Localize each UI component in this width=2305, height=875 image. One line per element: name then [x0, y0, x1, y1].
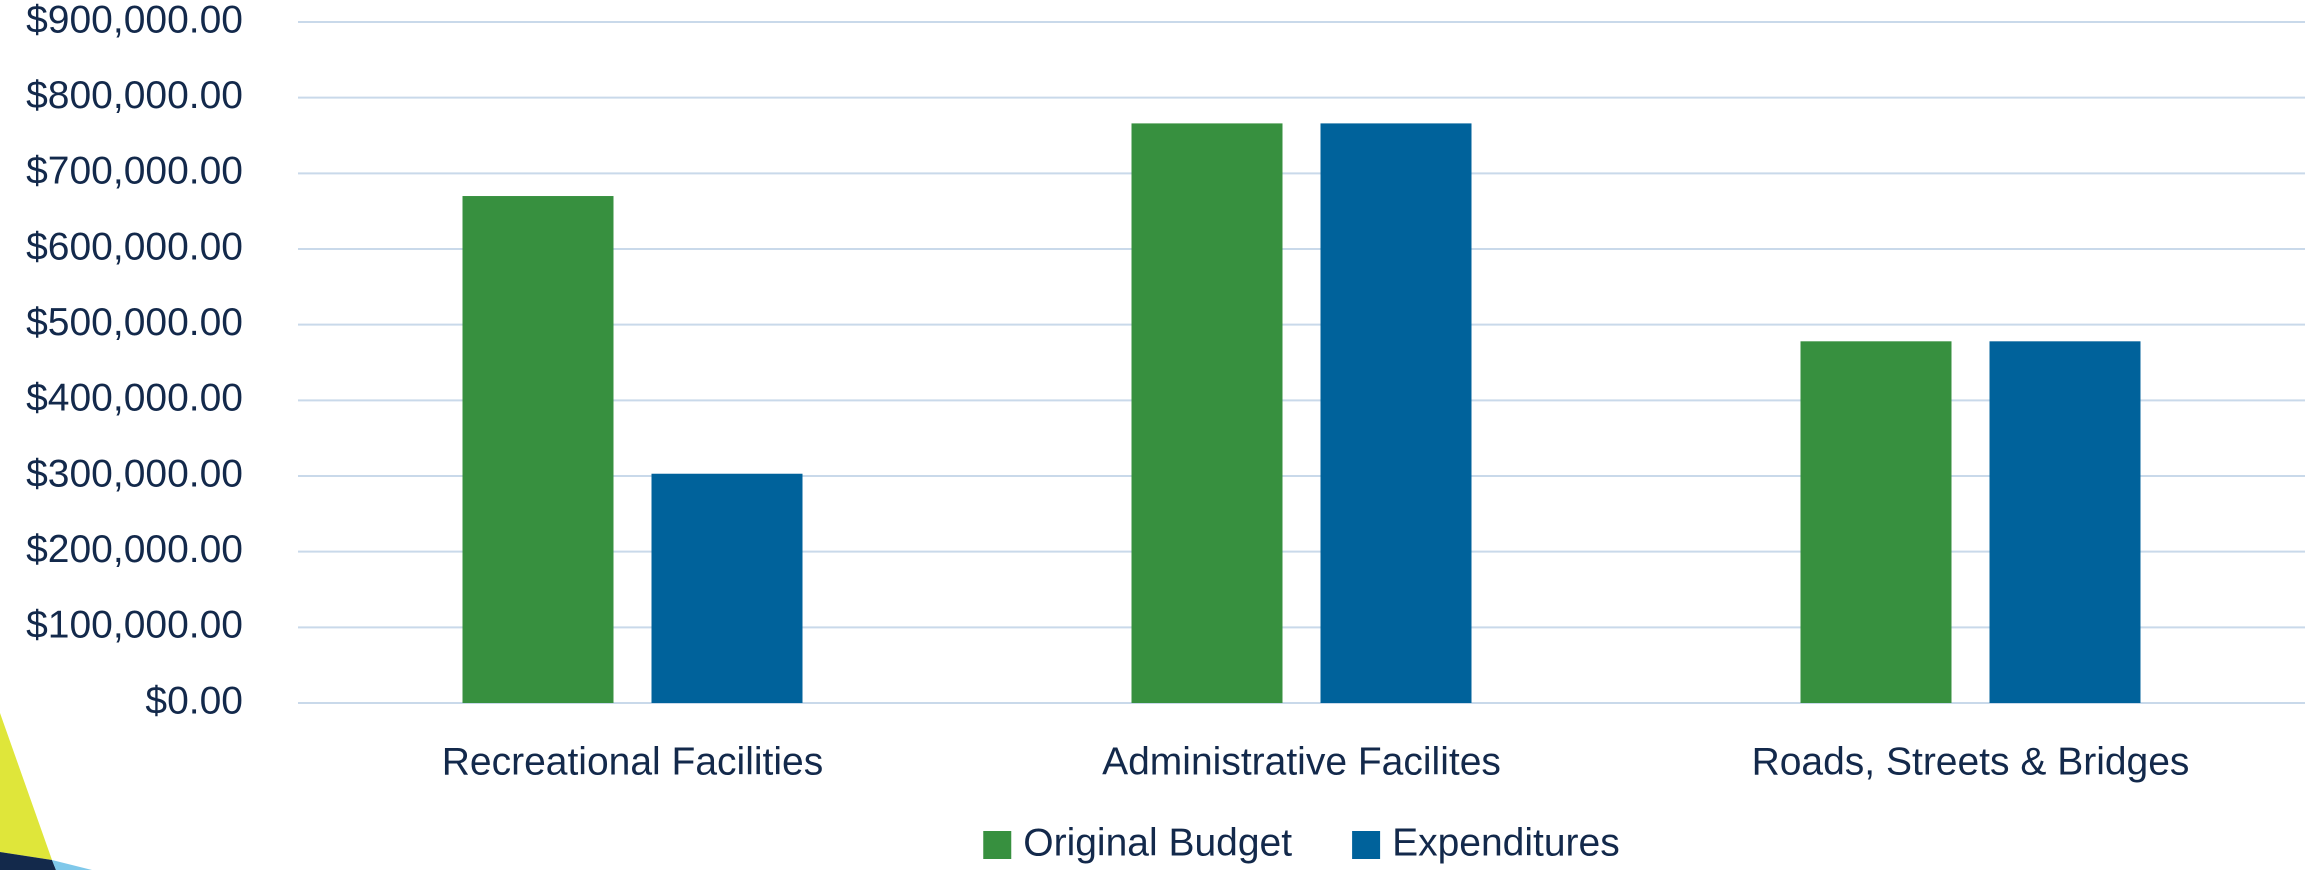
y-tick-label: $700,000.00	[26, 150, 243, 193]
y-tick-label: $600,000.00	[26, 225, 243, 268]
y-tick-label: $100,000.00	[26, 604, 243, 647]
bar	[1132, 123, 1283, 703]
page: {"chart_data": { "type": "bar", "categor…	[0, 0, 2305, 870]
y-tick-label: $500,000.00	[26, 301, 243, 344]
y-tick-label: $800,000.00	[26, 74, 243, 117]
bar	[652, 474, 803, 703]
x-tick-label: Administrative Facilites	[1102, 740, 1501, 783]
x-tick-label: Roads, Streets & Bridges	[1752, 740, 2190, 783]
y-tick-label: $400,000.00	[26, 377, 243, 420]
y-tick-label: $0.00	[145, 679, 243, 722]
legend-swatch	[1352, 831, 1380, 859]
bar	[1801, 341, 1952, 703]
legend-swatch	[983, 831, 1011, 859]
bar	[1990, 341, 2141, 703]
y-tick-label: $300,000.00	[26, 452, 243, 495]
chart: $0.00 $100,000.00 $200,000.00 $300,000.00 $4…	[0, 0, 2305, 870]
y-tick-label: $900,000.00	[26, 0, 243, 41]
decor-yellow	[0, 713, 52, 860]
bar	[1321, 123, 1472, 703]
y-tick-label: $200,000.00	[26, 528, 243, 571]
legend-label: Expenditures	[1392, 821, 1620, 864]
decor-blue	[52, 860, 92, 870]
x-tick-label: Recreational Facilities	[442, 740, 824, 783]
bar	[463, 196, 614, 703]
legend-label: Original Budget	[1023, 821, 1292, 864]
